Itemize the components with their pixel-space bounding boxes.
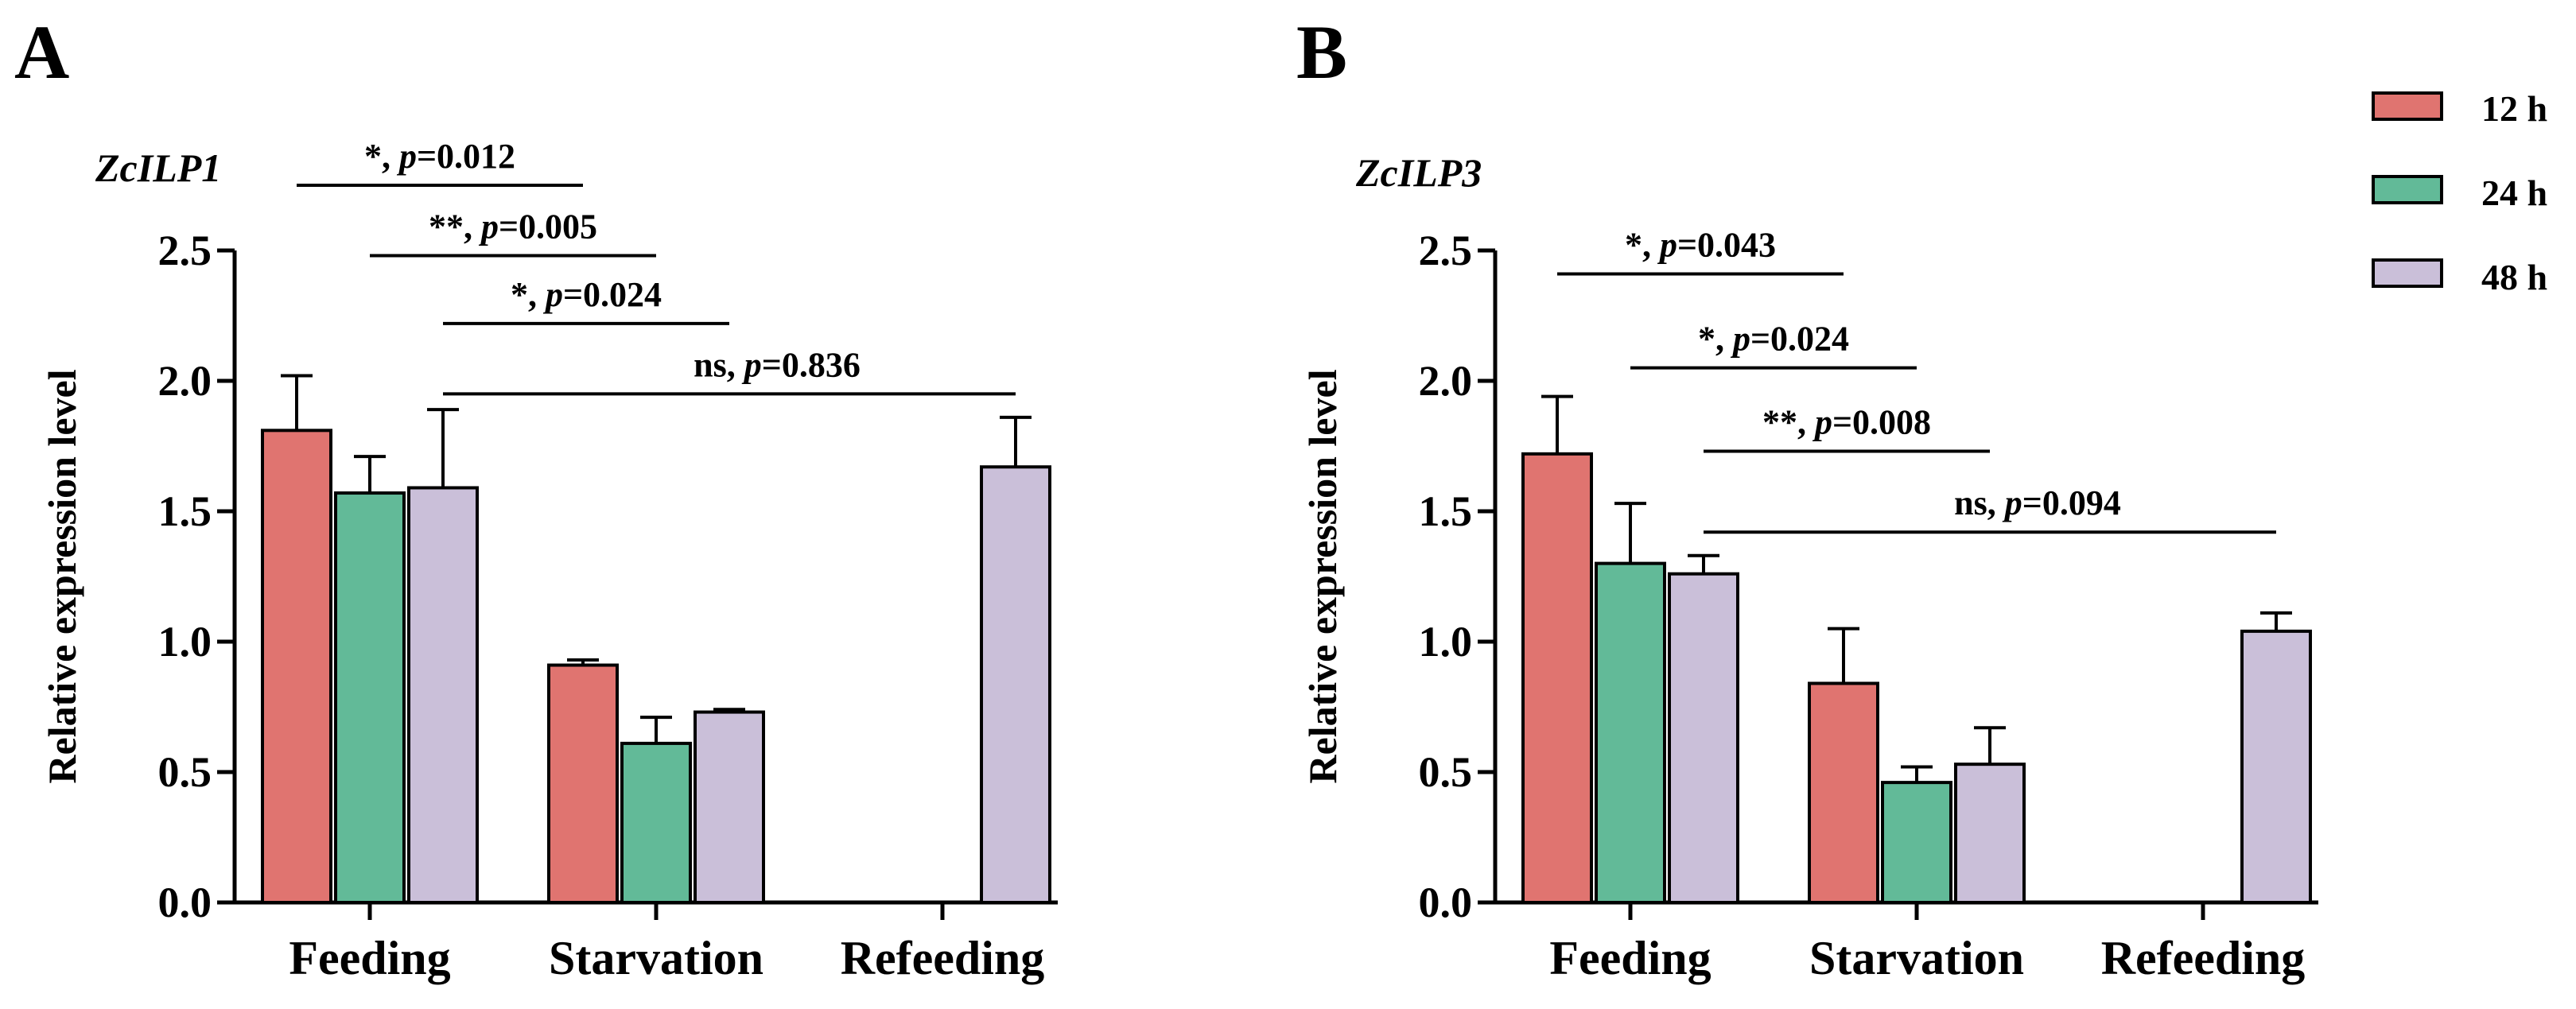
- chart-panel-a: 0.0 0.5 1.0 1.5 2.0 2.5 Relative expression le…: [40, 137, 1058, 984]
- chart-panel-b: 0.0 0.5 1.0 1.5 2.0 2.5 Relative expression le…: [1300, 226, 2318, 984]
- x-tick-label: Starvation: [1809, 932, 2024, 984]
- legend-label-48h: 48 h: [2481, 257, 2547, 297]
- bar: [980, 465, 1051, 904]
- y-axis-label: Relative expression level: [1300, 369, 1345, 783]
- significance-label: ns, p=0.836: [694, 345, 861, 384]
- x-tick-label: Feeding: [1549, 932, 1711, 984]
- significance-label: **, p=0.005: [429, 208, 597, 246]
- y-tick-label: 2.5: [1419, 227, 1473, 274]
- bar: [1954, 763, 2026, 904]
- legend-label-12h: 12 h: [2481, 88, 2547, 129]
- bar: [1808, 681, 1879, 904]
- legend-swatch-48h: [2372, 258, 2443, 288]
- legend-swatch-12h: [2372, 91, 2443, 121]
- bar: [2240, 629, 2312, 904]
- bar: [1668, 572, 1739, 904]
- bar: [334, 491, 406, 904]
- y-tick-label: 0.5: [1419, 748, 1473, 796]
- y-tick-label: 1.5: [1419, 487, 1473, 535]
- bar: [1881, 781, 1952, 904]
- significance-label: **, p=0.008: [1762, 403, 1931, 442]
- x-tick-label: Starvation: [549, 932, 763, 984]
- bar: [620, 741, 692, 904]
- bar: [407, 486, 479, 904]
- significance-label: *, p=0.024: [1698, 320, 1849, 359]
- panel-letter-a: A: [14, 10, 69, 95]
- y-tick-label: 1.5: [158, 487, 212, 535]
- x-tick-label: Refeeding: [2101, 932, 2306, 984]
- x-tick-label: Refeeding: [841, 932, 1045, 984]
- legend-label-24h: 24 h: [2481, 173, 2547, 213]
- y-tick-label: 2.0: [158, 357, 212, 405]
- y-axis-label: Relative expression level: [40, 369, 84, 783]
- bar: [1595, 561, 1666, 904]
- y-tick-label: 0.5: [158, 748, 212, 796]
- bar: [547, 663, 619, 905]
- x-tick-label: Feeding: [289, 932, 450, 984]
- panel-letter-b: B: [1296, 10, 1347, 95]
- y-tick-label: 2.0: [1419, 357, 1473, 405]
- y-tick-label: 1.0: [1419, 618, 1473, 666]
- bar: [1521, 452, 1593, 904]
- significance-label: *, p=0.024: [511, 275, 662, 314]
- legend-swatch-24h: [2372, 175, 2443, 204]
- y-tick-label: 0.0: [1419, 879, 1473, 926]
- chart-b-title: ZcILP3: [1355, 150, 1482, 195]
- bar: [261, 429, 332, 904]
- legend: 12 h 24 h 48 h: [2372, 88, 2547, 297]
- y-tick-label: 2.5: [158, 227, 212, 274]
- y-tick-label: 0.0: [158, 879, 212, 926]
- bar: [694, 710, 765, 904]
- significance-label: *, p=0.043: [1625, 226, 1776, 265]
- chart-a-title: ZcILP1: [95, 146, 221, 190]
- y-tick-label: 1.0: [158, 618, 212, 666]
- significance-label: ns, p=0.094: [1954, 483, 2121, 522]
- significance-label: *, p=0.012: [364, 137, 515, 176]
